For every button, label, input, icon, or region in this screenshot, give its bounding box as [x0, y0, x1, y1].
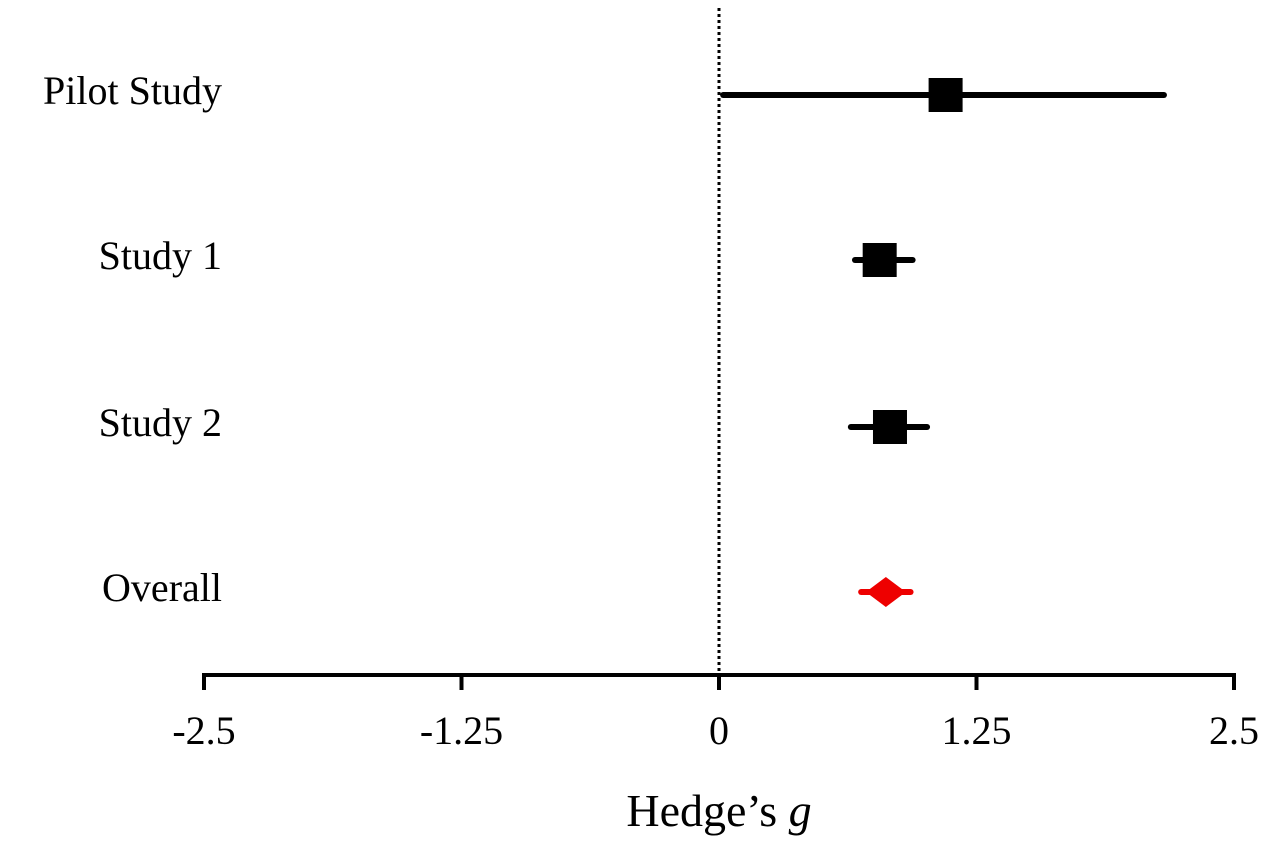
category-label: Study 1 — [99, 233, 222, 278]
point-square — [928, 78, 963, 112]
x-tick-label: -2.5 — [172, 708, 235, 753]
point-diamond — [865, 577, 906, 607]
x-tick-label: -1.25 — [420, 708, 503, 753]
point-square — [872, 410, 907, 444]
x-axis-title: Hedge’s g — [626, 785, 811, 836]
x-tick-label: 1.25 — [942, 708, 1012, 753]
category-label: Pilot Study — [43, 68, 222, 113]
x-tick-label: 0 — [709, 708, 729, 753]
category-label: Overall — [102, 565, 222, 610]
x-tick-label: 2.5 — [1209, 708, 1259, 753]
point-square — [862, 243, 897, 277]
category-label: Study 2 — [99, 400, 222, 445]
